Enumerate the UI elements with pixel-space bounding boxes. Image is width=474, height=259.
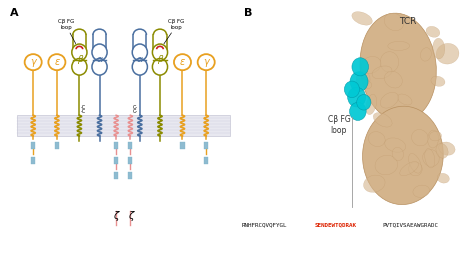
Circle shape <box>132 44 147 61</box>
Text: Cβ FG
loop: Cβ FG loop <box>168 19 185 30</box>
Ellipse shape <box>409 154 421 173</box>
Text: Cβ FG
loop: Cβ FG loop <box>58 19 74 30</box>
Ellipse shape <box>349 102 366 120</box>
Bar <box>180 142 185 149</box>
Ellipse shape <box>25 54 42 70</box>
Ellipse shape <box>356 71 370 87</box>
Text: α: α <box>137 55 143 64</box>
Text: ε: ε <box>54 57 60 67</box>
Circle shape <box>132 59 147 75</box>
Bar <box>114 157 118 164</box>
Text: A: A <box>9 8 18 18</box>
Ellipse shape <box>350 72 368 91</box>
Ellipse shape <box>368 132 385 147</box>
Circle shape <box>72 44 87 61</box>
Bar <box>128 157 132 164</box>
Bar <box>114 142 118 149</box>
Circle shape <box>92 44 107 61</box>
Ellipse shape <box>384 13 404 31</box>
Ellipse shape <box>198 54 215 70</box>
Ellipse shape <box>428 130 438 148</box>
Ellipse shape <box>392 147 403 161</box>
Circle shape <box>153 44 168 61</box>
Ellipse shape <box>426 26 440 37</box>
Text: -C: -C <box>81 105 86 110</box>
Text: α: α <box>97 55 102 64</box>
Bar <box>114 172 118 179</box>
Ellipse shape <box>375 155 398 175</box>
Text: ζ: ζ <box>128 211 133 221</box>
Ellipse shape <box>356 95 371 110</box>
Ellipse shape <box>364 175 385 192</box>
Ellipse shape <box>363 106 443 205</box>
Ellipse shape <box>433 38 445 59</box>
Text: ε: ε <box>180 57 185 67</box>
Ellipse shape <box>385 138 406 152</box>
Ellipse shape <box>436 143 448 158</box>
Ellipse shape <box>388 41 410 51</box>
Ellipse shape <box>411 130 428 146</box>
Ellipse shape <box>48 54 65 70</box>
Ellipse shape <box>174 54 191 70</box>
Bar <box>31 157 35 164</box>
Text: Cβ FG
loop: Cβ FG loop <box>328 115 350 135</box>
Ellipse shape <box>352 12 372 25</box>
Ellipse shape <box>380 52 399 72</box>
Text: B: B <box>244 8 253 18</box>
Bar <box>128 172 132 179</box>
Ellipse shape <box>397 94 412 105</box>
Text: TCR: TCR <box>399 17 416 26</box>
Ellipse shape <box>425 149 435 168</box>
Ellipse shape <box>384 71 402 88</box>
Bar <box>204 142 209 149</box>
Bar <box>55 142 59 149</box>
Circle shape <box>92 59 107 75</box>
Circle shape <box>153 59 168 75</box>
Ellipse shape <box>423 149 439 167</box>
Bar <box>204 157 209 164</box>
Text: β: β <box>76 55 82 64</box>
Text: SENDEWTQDRAK: SENDEWTQDRAK <box>315 223 357 228</box>
Circle shape <box>72 59 87 75</box>
Text: γ: γ <box>30 57 36 67</box>
Text: C-: C- <box>133 109 138 114</box>
Text: PVTQIVSAEAWGRADC: PVTQIVSAEAWGRADC <box>382 223 438 228</box>
Ellipse shape <box>373 113 392 127</box>
Ellipse shape <box>347 87 366 107</box>
Ellipse shape <box>366 94 377 115</box>
Text: γ: γ <box>203 57 209 67</box>
Ellipse shape <box>380 92 399 108</box>
Text: C-: C- <box>133 105 138 110</box>
Text: β: β <box>157 55 163 64</box>
Ellipse shape <box>356 78 372 89</box>
Ellipse shape <box>429 131 441 141</box>
Ellipse shape <box>409 162 422 176</box>
Ellipse shape <box>344 81 359 98</box>
Ellipse shape <box>436 43 459 64</box>
Ellipse shape <box>372 66 392 79</box>
Bar <box>128 142 132 149</box>
Bar <box>31 142 35 149</box>
Text: RNHFRCQVQFYGL: RNHFRCQVQFYGL <box>242 223 287 228</box>
Ellipse shape <box>437 173 449 183</box>
Ellipse shape <box>431 76 445 86</box>
Ellipse shape <box>361 56 381 73</box>
Text: ζ: ζ <box>113 211 119 221</box>
Text: -C: -C <box>81 109 86 114</box>
Ellipse shape <box>413 185 429 197</box>
Bar <box>17 115 230 136</box>
Ellipse shape <box>420 48 431 61</box>
Ellipse shape <box>352 58 369 76</box>
Ellipse shape <box>360 13 437 121</box>
Ellipse shape <box>400 162 419 176</box>
Ellipse shape <box>439 142 455 155</box>
